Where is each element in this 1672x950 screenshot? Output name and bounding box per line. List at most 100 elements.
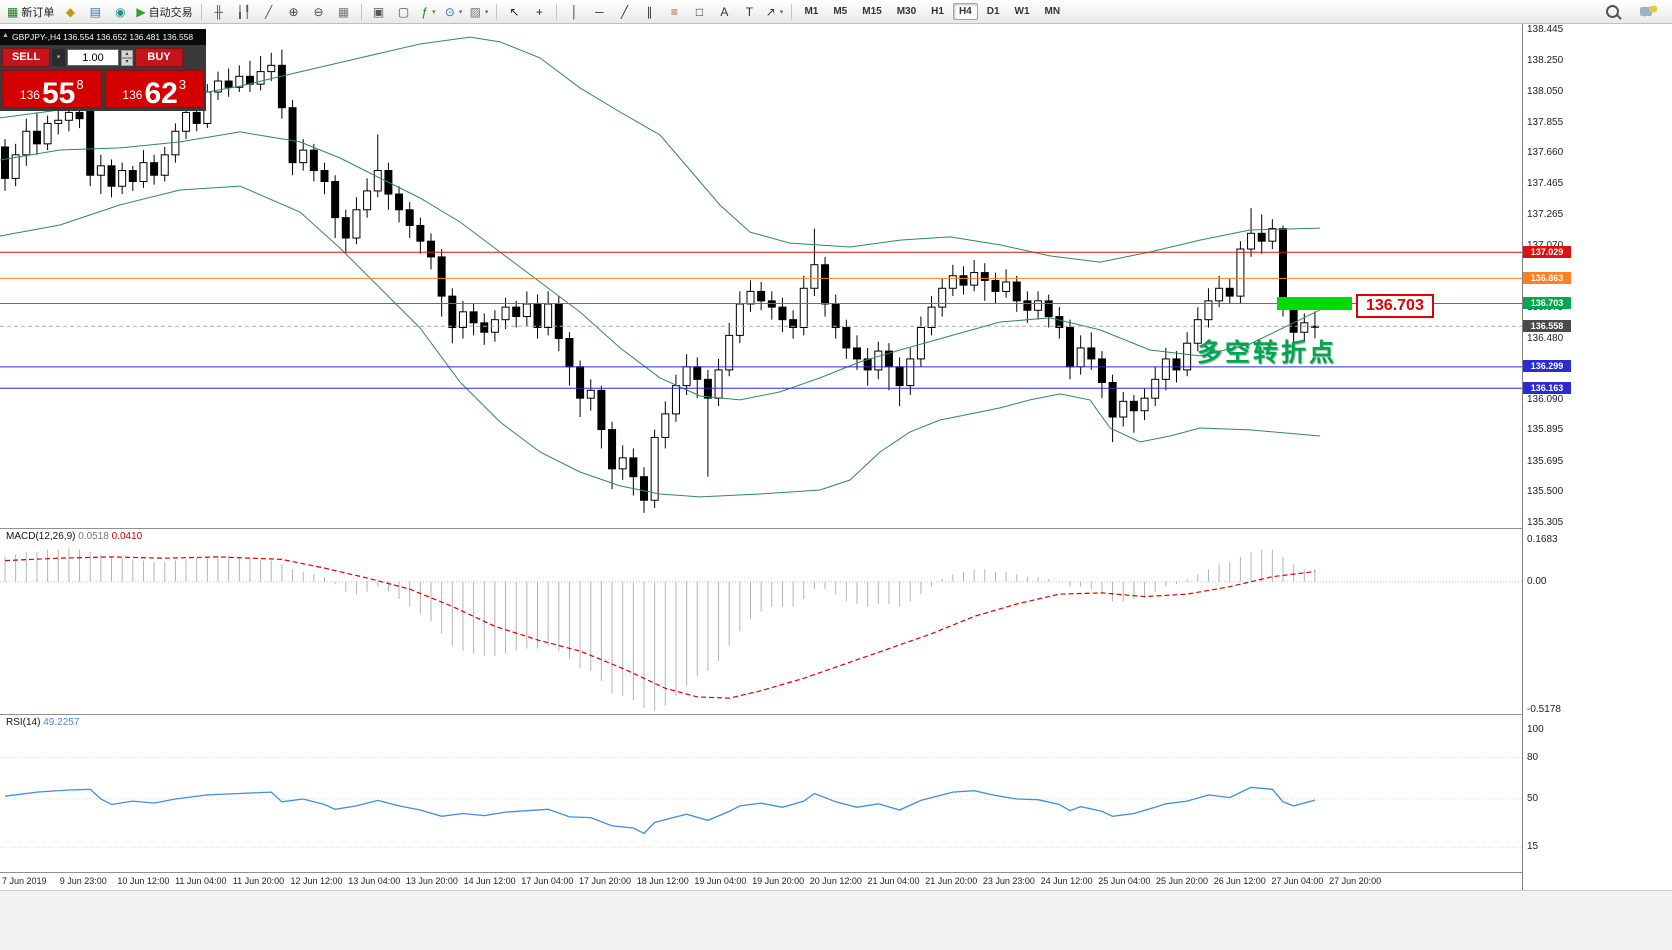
timeframe-button-M15[interactable]: M15: [862, 6, 882, 17]
cascade-windows-icon[interactable]: ▢: [397, 4, 410, 19]
horizontal-line-icon[interactable]: ─: [595, 4, 604, 19]
price-axis[interactable]: 138.445 138.250 138.050 137.855 137.660 137.4…: [1522, 24, 1672, 890]
candle-body: [1257, 232, 1266, 242]
buy-price-button[interactable]: 136 62 3: [104, 70, 204, 108]
buy-button[interactable]: BUY: [135, 48, 183, 67]
trendline-icon[interactable]: ╱: [620, 4, 629, 19]
candle-body: [373, 170, 382, 192]
line-chart-icon[interactable]: ╱: [264, 4, 273, 19]
data-window-icon[interactable]: ◉: [115, 4, 126, 19]
time-axis-label: 27 Jun 20:00: [1329, 876, 1382, 886]
timeframe-button-M1[interactable]: M1: [804, 6, 819, 17]
trade-controls: SELL ▾ ▴▾ BUY: [0, 45, 206, 70]
candle-body: [789, 319, 798, 329]
candle-body: [107, 165, 116, 187]
sell-button[interactable]: SELL: [2, 48, 50, 67]
level-price-label[interactable]: 136.703: [1356, 294, 1434, 318]
toolbar-divider: [200, 3, 202, 20]
periods-icon[interactable]: ⊙ ▾: [444, 4, 463, 19]
volume-dropdown-icon[interactable]: ▾: [52, 49, 65, 66]
timeframe-button-W1[interactable]: W1: [1014, 6, 1030, 17]
candle-body: [693, 366, 702, 380]
zoom-in-icon[interactable]: ⊕: [288, 4, 299, 19]
crosshair-icon[interactable]: +: [535, 4, 543, 19]
sell-price-sup: 8: [76, 77, 84, 92]
time-axis-label: 11 Jun 04:00: [175, 876, 227, 886]
chat-icon[interactable]: [1636, 2, 1660, 22]
arrow-tools-icon[interactable]: ↗ ▾: [765, 4, 784, 19]
zoom-out-icon[interactable]: ⊖: [313, 4, 324, 19]
candle-body: [448, 295, 457, 329]
chart-annotation-text[interactable]: 多空转折点: [1197, 339, 1338, 367]
level-price-badge: 137.029: [1523, 245, 1571, 258]
grid-icon[interactable]: ▦: [337, 4, 350, 19]
indicators-icon[interactable]: ƒ ▾: [421, 4, 436, 19]
candle-body: [1066, 327, 1074, 368]
candle-body: [256, 71, 265, 85]
time-axis[interactable]: 7 Jun 2019 9 Jun 23:00 10 Jun 12:00 11 Jun …: [0, 873, 1522, 890]
time-axis-label: 11 Jun 20:00: [232, 876, 285, 886]
profiles-icon[interactable]: ◆: [65, 4, 75, 19]
timeframe-button-M5[interactable]: M5: [833, 6, 848, 17]
stepper-down-icon[interactable]: ▾: [121, 57, 133, 66]
candle-body: [597, 389, 606, 431]
time-axis-label: 27 Jun 04:00: [1271, 876, 1324, 886]
support-level-highlight[interactable]: [1277, 297, 1352, 310]
rsi-canvas[interactable]: [0, 715, 1522, 872]
time-axis-label: 17 Jun 04:00: [521, 876, 574, 886]
candle-body: [640, 476, 648, 501]
macd-name: MACD(12,26,9): [6, 531, 76, 542]
candle-body: [22, 130, 31, 156]
bollinger-upper: [0, 36, 1321, 263]
candle-body: [522, 303, 531, 318]
candlestick-chart-icon[interactable]: ╽╿: [236, 4, 251, 19]
new-order-button[interactable]: ▦ 新订单: [7, 4, 55, 19]
level-price-badge: 136.703: [1523, 297, 1571, 309]
search-icon[interactable]: [1600, 2, 1624, 22]
vertical-line-icon[interactable]: │: [570, 4, 579, 19]
market-watch-icon[interactable]: ▤: [89, 4, 102, 19]
rsi-name: RSI(14): [6, 717, 41, 728]
price-chart-canvas[interactable]: [0, 24, 1522, 528]
channel-icon[interactable]: ∥: [646, 4, 653, 19]
time-axis-label: 10 Jun 12:00: [117, 876, 170, 886]
tile-windows-icon[interactable]: ▣: [372, 4, 385, 19]
candle-body: [533, 303, 542, 329]
buy-price-prefix: 136: [122, 88, 143, 102]
timeframe-button-M30[interactable]: M30: [896, 6, 917, 17]
candle-body: [1300, 322, 1309, 333]
stepper-up-icon[interactable]: ▴: [121, 49, 133, 58]
timeframe-button-MN[interactable]: MN: [1044, 6, 1061, 17]
text-icon[interactable]: A: [720, 4, 729, 19]
current-price-badge: 136.558: [1523, 319, 1571, 332]
candle-body: [267, 64, 276, 73]
collapse-arrow-icon[interactable]: ▲: [2, 32, 9, 39]
candle-body: [96, 165, 105, 176]
price-axis-label: 135.895: [1527, 424, 1564, 436]
volume-input[interactable]: [67, 49, 119, 66]
panel-separator: [0, 714, 1672, 715]
macd-scale-label: 0.1683: [1527, 533, 1558, 545]
templates-icon[interactable]: ▨ ▾: [469, 4, 489, 19]
candle-body: [1044, 300, 1053, 318]
candle-body: [544, 303, 553, 329]
volume-stepper[interactable]: ▴ ▾: [121, 49, 133, 66]
time-axis-label: 19 Jun 04:00: [694, 876, 747, 886]
fibonacci-icon[interactable]: ≡: [670, 4, 678, 19]
macd-canvas[interactable]: [0, 529, 1522, 713]
candle-body: [395, 193, 404, 211]
candle-body: [363, 190, 372, 211]
auto-trading-button[interactable]: ▶ 自动交易: [136, 4, 193, 19]
timeframe-button-H1[interactable]: H1: [931, 6, 944, 17]
bar-chart-icon[interactable]: ╫: [214, 4, 223, 19]
label-icon[interactable]: T: [745, 4, 754, 19]
candle-body: [1161, 358, 1170, 380]
cursor-icon[interactable]: ↖: [509, 4, 520, 19]
shapes-icon[interactable]: □: [695, 4, 704, 19]
bollinger-middle: [0, 131, 1321, 401]
candle-body: [1129, 400, 1138, 412]
sell-price-button[interactable]: 136 55 8: [2, 70, 102, 108]
timeframe-button-H4[interactable]: H4: [952, 3, 978, 20]
candle-body: [853, 347, 861, 360]
timeframe-button-D1[interactable]: D1: [986, 6, 1000, 17]
